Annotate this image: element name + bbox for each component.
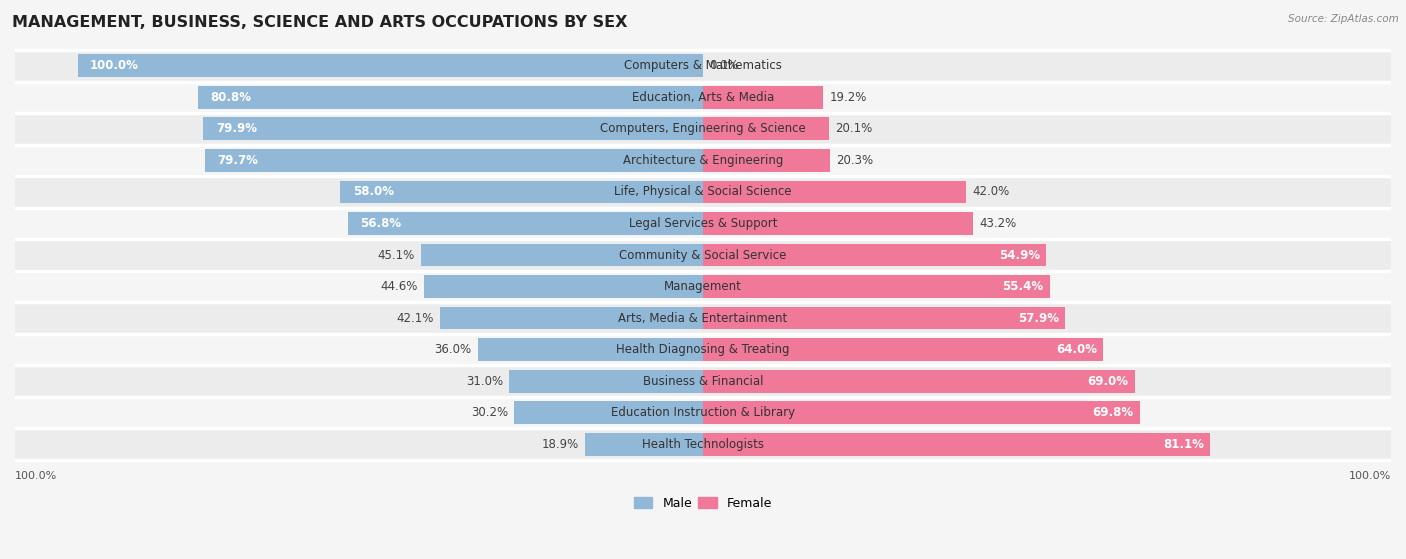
Text: 79.7%: 79.7% [217,154,257,167]
Legend: Male, Female: Male, Female [628,492,778,515]
Bar [15,113,1391,145]
Text: 44.6%: 44.6% [381,280,418,293]
Text: Health Technologists: Health Technologists [643,438,763,451]
Bar [15,82,1391,113]
Text: 64.0%: 64.0% [1056,343,1097,356]
Text: 100.0%: 100.0% [1348,471,1391,481]
Bar [15,239,1391,271]
Bar [703,338,1104,361]
Bar [703,307,1066,329]
Bar [703,433,1211,456]
Bar [703,401,1140,424]
Bar [15,271,1391,302]
Bar [15,366,1391,397]
Bar [509,370,703,392]
Text: 45.1%: 45.1% [377,249,415,262]
Bar [15,208,1391,239]
Bar [440,307,703,329]
Text: 57.9%: 57.9% [1018,311,1059,325]
Text: Source: ZipAtlas.com: Source: ZipAtlas.com [1288,14,1399,24]
Text: 42.1%: 42.1% [396,311,433,325]
Text: 69.8%: 69.8% [1092,406,1133,419]
Bar [347,212,703,235]
Text: 30.2%: 30.2% [471,406,508,419]
Text: 58.0%: 58.0% [353,186,394,198]
Bar [703,117,828,140]
Bar [15,397,1391,429]
Text: Health Diagnosing & Treating: Health Diagnosing & Treating [616,343,790,356]
Text: Education, Arts & Media: Education, Arts & Media [631,91,775,104]
Text: Life, Physical & Social Science: Life, Physical & Social Science [614,186,792,198]
Bar [198,86,703,108]
Text: 36.0%: 36.0% [434,343,471,356]
Text: 43.2%: 43.2% [980,217,1017,230]
Bar [585,433,703,456]
Text: 100.0%: 100.0% [90,59,139,72]
Text: Architecture & Engineering: Architecture & Engineering [623,154,783,167]
Text: 20.3%: 20.3% [837,154,873,167]
Bar [478,338,703,361]
Text: 19.2%: 19.2% [830,91,866,104]
Text: 20.1%: 20.1% [835,122,872,135]
Text: Arts, Media & Entertainment: Arts, Media & Entertainment [619,311,787,325]
Text: Computers, Engineering & Science: Computers, Engineering & Science [600,122,806,135]
Bar [420,244,703,266]
Text: 69.0%: 69.0% [1087,375,1128,388]
Text: 100.0%: 100.0% [15,471,58,481]
Text: MANAGEMENT, BUSINESS, SCIENCE AND ARTS OCCUPATIONS BY SEX: MANAGEMENT, BUSINESS, SCIENCE AND ARTS O… [13,15,627,30]
Text: 79.9%: 79.9% [215,122,257,135]
Text: Education Instruction & Library: Education Instruction & Library [612,406,794,419]
Bar [703,370,1135,392]
Bar [340,181,703,203]
Bar [425,275,703,298]
Text: 0.0%: 0.0% [709,59,740,72]
Bar [703,181,966,203]
Bar [77,54,703,77]
Text: 80.8%: 80.8% [209,91,252,104]
Text: Computers & Mathematics: Computers & Mathematics [624,59,782,72]
Bar [15,176,1391,208]
Bar [15,302,1391,334]
Bar [15,429,1391,460]
Bar [15,334,1391,366]
Bar [703,86,823,108]
Bar [15,145,1391,176]
Text: 56.8%: 56.8% [360,217,401,230]
Bar [703,275,1049,298]
Bar [703,149,830,172]
Bar [204,117,703,140]
Bar [703,244,1046,266]
Text: Community & Social Service: Community & Social Service [619,249,787,262]
Bar [204,149,703,172]
Bar [15,50,1391,82]
Text: Business & Financial: Business & Financial [643,375,763,388]
Text: 81.1%: 81.1% [1163,438,1204,451]
Text: 18.9%: 18.9% [541,438,578,451]
Bar [703,212,973,235]
Text: 54.9%: 54.9% [1000,249,1040,262]
Text: 31.0%: 31.0% [465,375,503,388]
Text: Legal Services & Support: Legal Services & Support [628,217,778,230]
Text: 55.4%: 55.4% [1002,280,1043,293]
Bar [515,401,703,424]
Text: Management: Management [664,280,742,293]
Text: 42.0%: 42.0% [972,186,1010,198]
